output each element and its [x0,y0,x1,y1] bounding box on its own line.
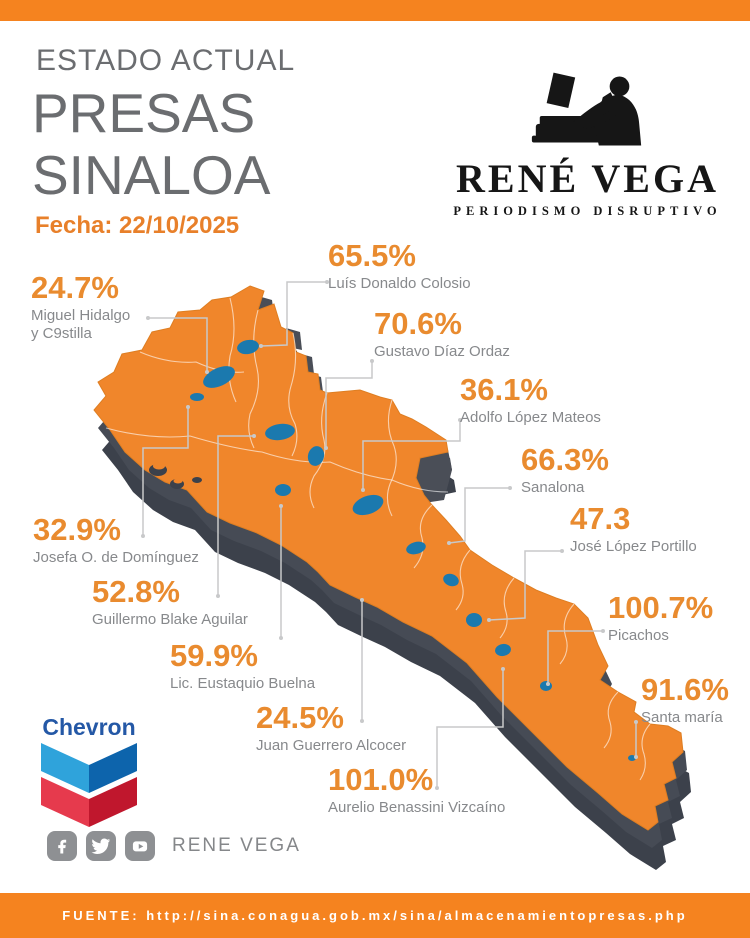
dam-callout-picachos: 100.7% Picachos [608,592,713,645]
youtube-icon[interactable] [125,831,155,861]
dam-percentage: 101.0% [328,762,434,797]
date-label: Fecha: 22/10/2025 [35,212,240,239]
dam-callout-jose-lopez-portillo: 47.3 José López Portillo [570,503,697,556]
dam-callout-santa-maria: 91.6% Santa maría [641,674,729,727]
facebook-icon[interactable] [47,831,77,861]
dam-percentage: 59.9% [170,638,258,673]
page-title-line1: PRESAS [32,82,256,144]
dam-callout-gustavo-diaz-ordaz: 70.6% Gustavo Díaz Ordaz [374,308,510,361]
dam-name: José López Portillo [570,537,697,555]
dam-callout-adolfo-lopez-mateos: 36.1% Adolfo López Mateos [460,374,601,427]
dam-callout-guillermo-blake: 52.8% Guillermo Blake Aguilar [92,576,248,629]
footer-source-bar: FUENTE: http://sina.conagua.gob.mx/sina/… [0,893,750,938]
callout-connectors [141,280,638,790]
chevron-mark-icon [41,743,137,827]
source-link[interactable]: FUENTE: http://sina.conagua.gob.mx/sina/… [62,908,688,923]
dam-callout-aurelio-benassini: 101.0% Aurelio Benassini Vizcaíno [328,764,505,817]
dam-percentage: 100.7% [608,590,714,625]
dam-percentage: 47.3 [570,501,631,536]
dam-percentage: 66.3% [521,442,609,477]
dam-name: Santa maría [641,708,723,726]
dam-name: Guillermo Blake Aguilar [92,610,248,628]
dam-callout-sanalona: 66.3% Sanalona [521,444,609,497]
dam-name: Miguel Hidalgo y C9stilla [31,306,131,343]
brand-tagline: PERIODISMO DISRUPTIVO [453,204,722,218]
dam-name: Lic. Eustaquio Buelna [170,674,316,692]
dam-percentage: 24.5% [256,700,344,735]
dam-callout-josefa-ortiz: 32.9% Josefa O. de Domínguez [33,514,199,567]
dam-callout-luis-donaldo-colosio: 65.5% Luís Donaldo Colosio [328,240,471,293]
dam-callout-juan-guerrero: 24.5% Juan Guerrero Alcocer [256,702,406,755]
dam-name: Adolfo López Mateos [460,408,601,426]
dam-name: Picachos [608,626,669,644]
top-orange-bar [0,0,750,21]
dam-percentage: 52.8% [92,574,180,609]
dam-name: Gustavo Díaz Ordaz [374,342,510,360]
chevron-logo: Chevron [41,714,137,836]
dam-callout-eustaquio-buelna: 59.9% Lic. Eustaquio Buelna [170,640,315,693]
dam-name: Aurelio Benassini Vizcaíno [328,798,506,816]
dam-percentage: 36.1% [460,372,548,407]
chevron-wordmark: Chevron [42,714,136,740]
brand-name: RENÉ VEGA [456,156,719,201]
dam-name: Juan Guerrero Alcocer [256,736,407,754]
dam-name: Luís Donaldo Colosio [328,274,471,292]
dam-percentage: 65.5% [328,238,416,273]
social-handle: RENE VEGA [172,835,301,856]
reservoir-lakes [190,339,636,761]
twitter-icon[interactable] [86,831,116,861]
dam-callout-miguel-hidalgo: 24.7% Miguel Hidalgo y C9stilla [31,272,130,344]
typewriter-journalist-icon [531,72,641,146]
kicker-text: ESTADO ACTUAL [36,44,296,77]
dam-percentage: 32.9% [33,512,121,547]
dam-percentage: 91.6% [641,672,729,707]
social-row: RENE VEGA [47,831,301,861]
dam-percentage: 70.6% [374,306,462,341]
dam-percentage: 24.7% [31,270,119,305]
page-title-line2: SINALOA [32,144,271,206]
brand-logo: RENÉ VEGA PERIODISMO DISRUPTIVO [445,66,730,219]
dam-name: Josefa O. de Domínguez [33,548,199,566]
dam-name: Sanalona [521,478,585,496]
